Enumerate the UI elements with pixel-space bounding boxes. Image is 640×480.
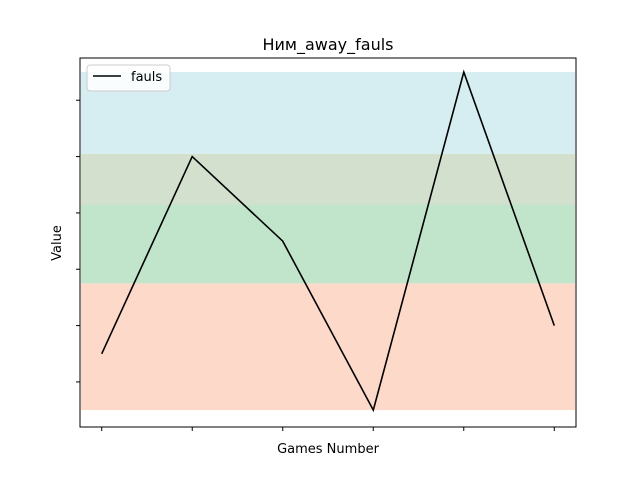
x-ticks <box>101 427 555 431</box>
y-ticks <box>76 99 80 383</box>
band-1 <box>81 204 575 284</box>
plot-frame <box>79 57 577 428</box>
band-0 <box>81 283 575 411</box>
series-group <box>100 69 556 413</box>
background-bands <box>81 72 575 411</box>
chart-title: Ним_away_fauls <box>262 35 393 55</box>
legend: fauls <box>86 64 171 92</box>
legend-label-fauls: fauls <box>131 70 162 85</box>
series-line-fauls <box>100 69 556 413</box>
legend-box <box>86 64 171 92</box>
x-axis-label: Games Number <box>277 442 379 457</box>
band-2 <box>81 153 575 205</box>
y-axis-label: Value <box>50 225 65 261</box>
